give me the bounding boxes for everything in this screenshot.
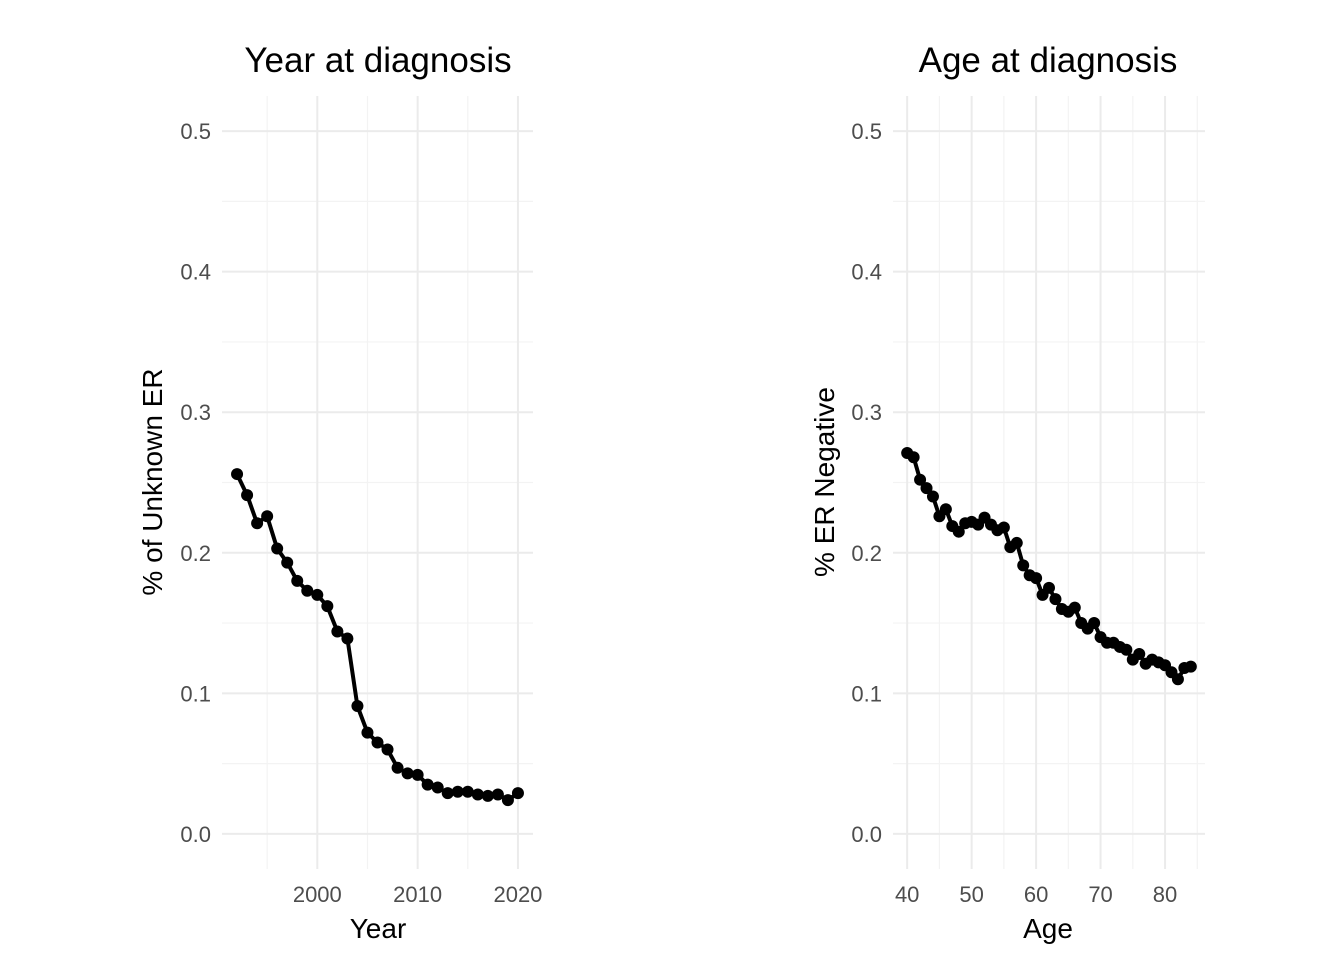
age-x-axis-label: Age	[1023, 913, 1073, 944]
year-data-point	[351, 699, 364, 712]
age-data-point	[952, 525, 965, 538]
year-data-point	[361, 726, 374, 739]
year-data-point	[501, 794, 514, 807]
age-x-tick-label: 40	[895, 882, 919, 907]
year-y-tick-label: 0.4	[180, 260, 211, 285]
age-data-point	[1184, 660, 1197, 673]
year-data-point	[331, 625, 344, 638]
year-data-point	[231, 468, 244, 481]
year-data-point	[481, 789, 494, 802]
year-y-axis-label: % of Unknown ER	[137, 368, 168, 595]
age-data-point	[1010, 536, 1023, 549]
age-data-point	[920, 482, 933, 495]
year-data-point	[251, 517, 264, 530]
year-data-point	[341, 632, 354, 645]
year-y-tick-label: 0.0	[180, 822, 211, 847]
age-series	[901, 446, 1197, 686]
age-data-point	[1068, 601, 1081, 614]
age-y-tick-label: 0.4	[851, 260, 882, 285]
year-data-point	[261, 510, 274, 523]
age-x-tick-label: 80	[1153, 882, 1177, 907]
age-x-tick-label: 50	[959, 882, 983, 907]
year-x-tick-label: 2020	[493, 882, 542, 907]
year-data-point	[491, 788, 504, 801]
year-y-tick-label: 0.3	[180, 400, 211, 425]
year-data-point	[421, 778, 434, 791]
year-data-point	[321, 600, 334, 613]
year-grid	[222, 96, 533, 869]
age-y-tick-label: 0.0	[851, 822, 882, 847]
age-data-point	[1043, 581, 1055, 594]
year-data-point	[451, 785, 464, 798]
year-data-point	[291, 574, 304, 587]
age-data-point	[914, 473, 927, 486]
year-data-point	[301, 584, 314, 597]
age-y-tick-label: 0.1	[851, 681, 882, 706]
age-data-point	[926, 490, 939, 503]
year-data-point	[431, 781, 444, 794]
year-panel-title: Year at diagnosis	[244, 41, 511, 80]
age-panel: 0.0 0.1 0.2 0.3 0.4 0.5 40 50 60 70 80 Age at diag…	[809, 41, 1205, 944]
year-data-point	[281, 556, 294, 569]
age-series-line	[906, 451, 1192, 682]
age-data-point	[1049, 593, 1062, 606]
year-data-point	[471, 788, 484, 801]
year-x-tick-label: 2010	[393, 882, 442, 907]
year-data-point	[381, 743, 394, 756]
year-series-line	[235, 473, 520, 803]
year-data-point	[401, 767, 414, 780]
age-data-point	[907, 451, 920, 464]
year-data-point	[271, 542, 284, 555]
age-y-tick-label: 0.3	[851, 400, 882, 425]
year-x-tick-label: 2000	[293, 882, 342, 907]
year-data-point	[311, 588, 324, 601]
age-ticks: 0.0 0.1 0.2 0.3 0.4 0.5 40 50 60 70 80	[851, 119, 1177, 907]
year-y-tick-label: 0.1	[180, 681, 211, 706]
year-data-point	[241, 489, 254, 502]
age-data-point	[939, 503, 952, 516]
age-data-point	[1120, 643, 1133, 656]
year-x-axis-label: Year	[350, 913, 407, 944]
age-grid	[893, 96, 1205, 869]
age-y-tick-label: 0.2	[851, 541, 882, 566]
year-data-point	[461, 785, 474, 798]
year-panel: 0.0 0.1 0.2 0.3 0.4 0.5 2000 2010 2020 Year at d…	[137, 41, 542, 944]
age-data-point	[1030, 572, 1043, 585]
year-data-point	[411, 768, 424, 781]
year-ticks: 0.0 0.1 0.2 0.3 0.4 0.5 2000 2010 2020	[180, 119, 542, 907]
age-data-point	[1171, 673, 1184, 686]
year-y-tick-label: 0.5	[180, 119, 211, 144]
age-y-tick-label: 0.5	[851, 119, 882, 144]
year-data-point	[441, 787, 454, 800]
year-data-point	[511, 787, 524, 800]
age-data-point	[1017, 559, 1030, 572]
age-x-tick-label: 70	[1088, 882, 1112, 907]
age-panel-title: Age at diagnosis	[919, 41, 1178, 80]
age-data-point	[1088, 617, 1101, 630]
age-x-tick-label: 60	[1024, 882, 1048, 907]
year-series	[231, 468, 524, 807]
age-data-point	[997, 521, 1010, 534]
year-data-point	[391, 761, 404, 774]
year-data-point	[371, 736, 384, 749]
age-data-point	[1133, 647, 1146, 660]
age-y-axis-label: % ER Negative	[809, 387, 840, 577]
year-y-tick-label: 0.2	[180, 541, 211, 566]
